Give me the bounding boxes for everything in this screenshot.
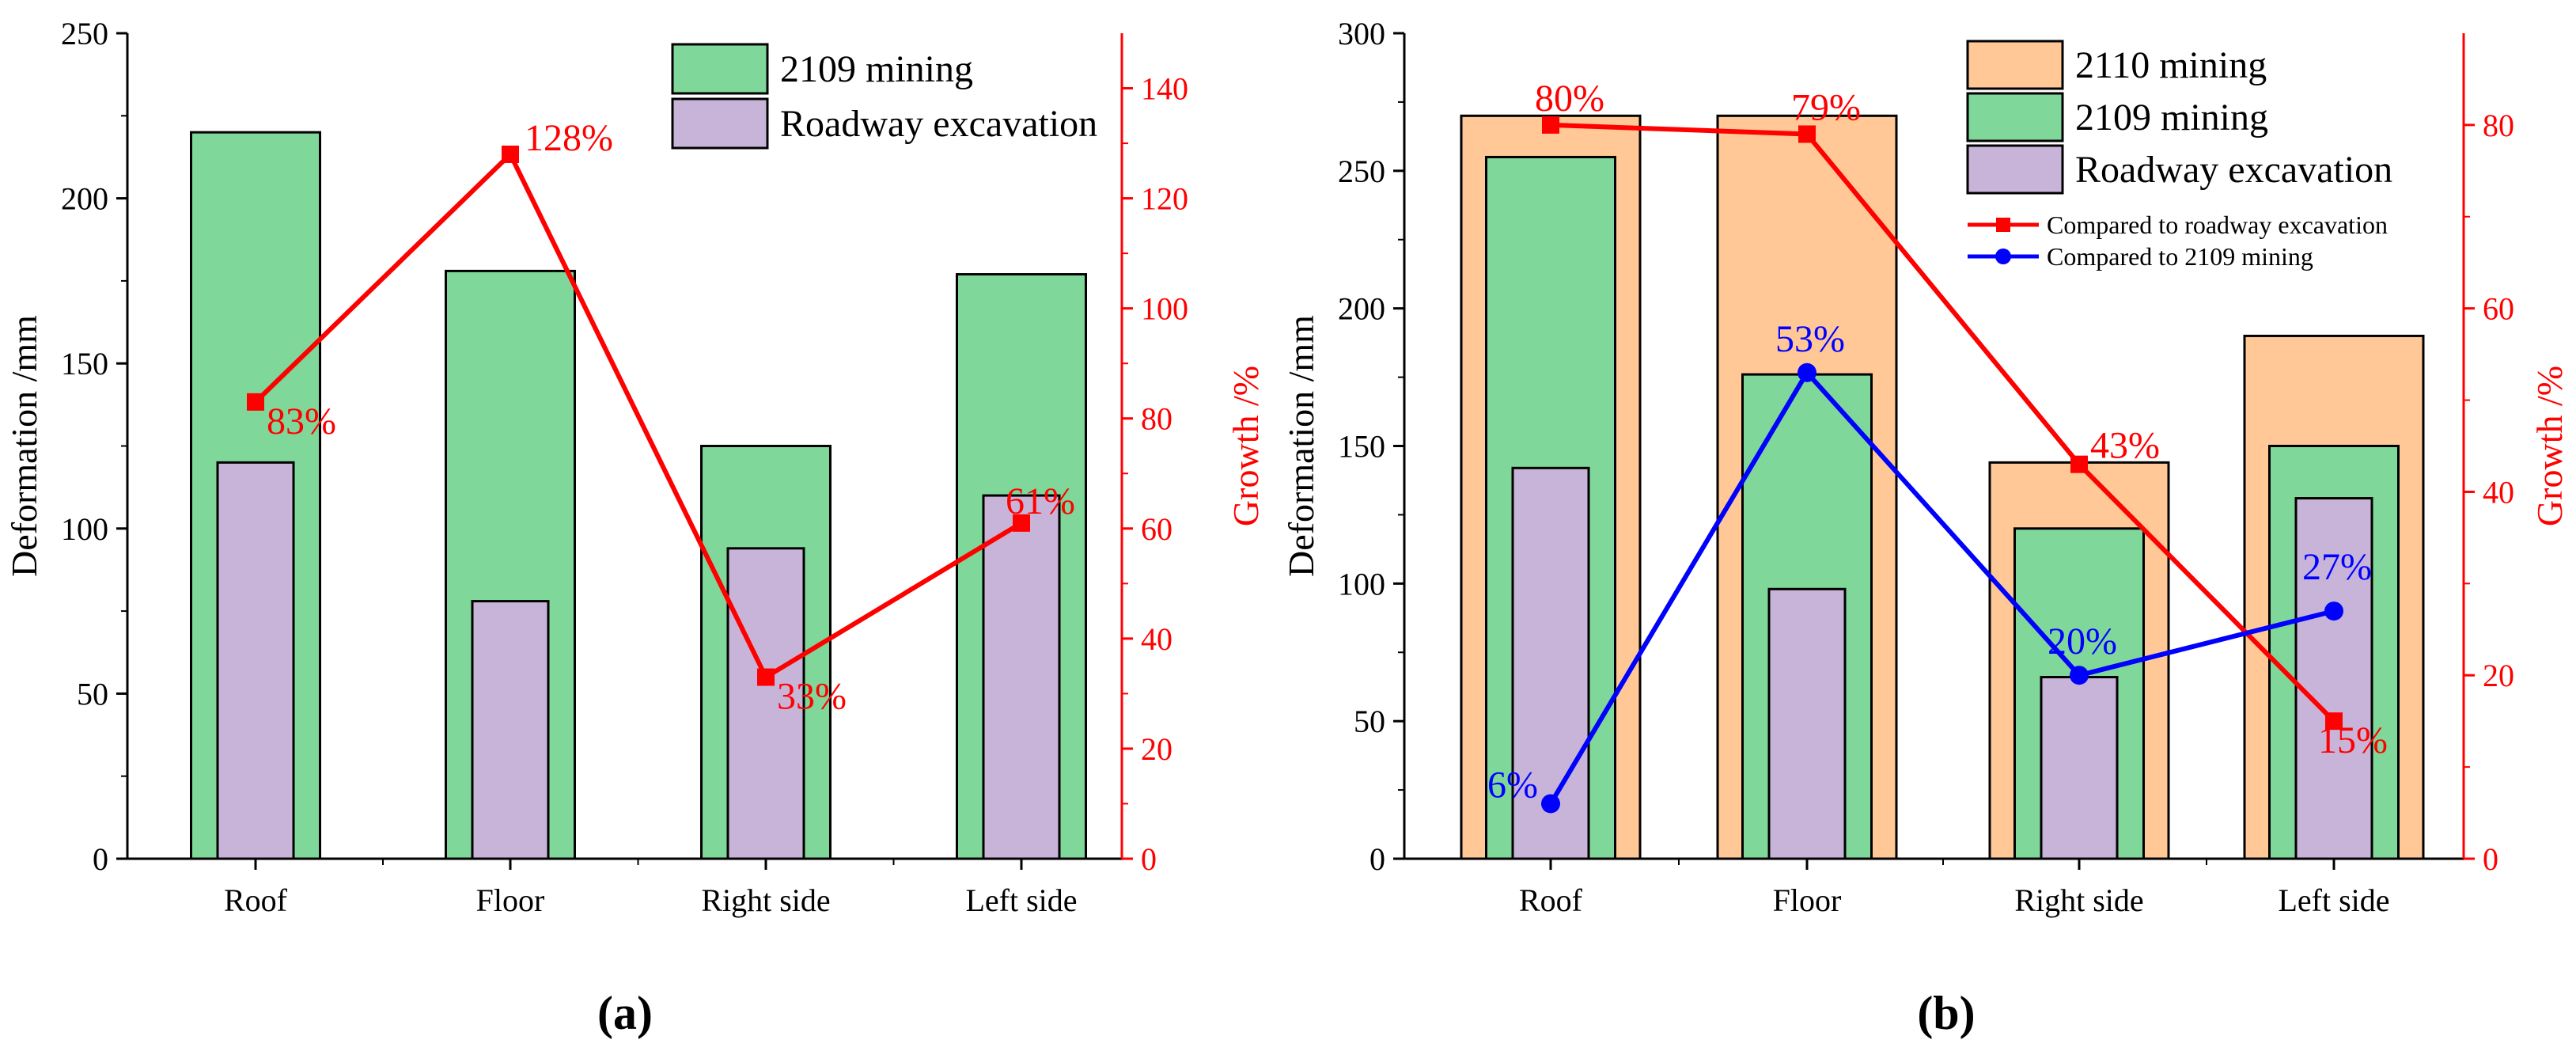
legend-label: 2110 mining xyxy=(2075,44,2267,86)
panel-label: (a) xyxy=(597,987,653,1039)
bar-roadway-excavation-floor xyxy=(1767,587,1847,860)
bar-roadway-excavation-left-side xyxy=(2294,497,2373,860)
line-series-2 xyxy=(1548,368,2335,806)
legend-line-label: Compared to 2109 mining xyxy=(2047,242,2313,271)
line-data-label: 61% xyxy=(1006,480,1075,522)
y-tick-label: 200 xyxy=(1338,291,1385,327)
legend-marker-square xyxy=(1996,218,2010,232)
y-tick-label: 50 xyxy=(1354,704,1385,739)
line-marker-square xyxy=(1013,514,1030,532)
line-marker-circle xyxy=(2070,666,2089,685)
y2-tick-label: 80 xyxy=(1141,401,1172,437)
y-tick-label: 200 xyxy=(61,181,108,217)
line-data-label: 79% xyxy=(1791,86,1861,128)
y2-tick-label: 20 xyxy=(1141,731,1172,767)
y-tick-label: 0 xyxy=(93,841,108,877)
y2-tick-label: 40 xyxy=(2483,474,2514,510)
y-tick-label: 250 xyxy=(61,16,108,51)
x-tick-label: Roof xyxy=(1519,882,1583,918)
y2-tick-label: 0 xyxy=(2483,841,2498,877)
line-marker-square xyxy=(1542,116,1559,134)
y2-tick-label: 20 xyxy=(2483,658,2514,693)
y-tick-label: 100 xyxy=(1338,566,1385,602)
y-tick-label: 150 xyxy=(1338,429,1385,465)
bar-roadway-excavation-left-side xyxy=(982,494,1061,860)
line-data-label: 53% xyxy=(1775,318,1845,360)
x-tick-label: Floor xyxy=(1773,882,1842,918)
line-marker-square xyxy=(247,393,264,411)
line-marker-square xyxy=(2070,455,2088,473)
panel-label: (b) xyxy=(1917,987,1975,1039)
line-data-label: 15% xyxy=(2318,719,2388,761)
chart-panel-2: 0 50 100 150 200 250 300 0 20 40 60 80 Roof Floor Righ… xyxy=(1281,16,2570,1039)
line-marker-square xyxy=(502,145,519,163)
legend-label: Roadway excavation xyxy=(780,103,1097,145)
chart-panel-1: 0 50 100 150 200 250 0 20 40 60 80 100 120 140 Roof Flo… xyxy=(4,16,1266,1039)
y2-tick-label: 120 xyxy=(1141,181,1188,217)
legend-swatch xyxy=(1966,144,2064,195)
line-data-label: 128% xyxy=(525,117,613,159)
legend-swatch xyxy=(1966,40,2064,90)
x-tick-label: Left side xyxy=(965,882,1077,918)
x-tick-label: Right side xyxy=(701,882,830,918)
line-marker-circle xyxy=(1798,362,1816,382)
legend-line-label: Compared to roadway excavation xyxy=(2047,211,2388,239)
y-tick-label: 100 xyxy=(61,511,108,547)
y-tick-label: 0 xyxy=(1369,841,1385,877)
bar-roadway-excavation-right-side xyxy=(2040,676,2119,860)
line-series-1 xyxy=(253,150,1023,681)
y2-axis-title: Growth /% xyxy=(2529,366,2570,526)
legend-label: 2109 mining xyxy=(2075,97,2268,139)
line-marker-circle xyxy=(1541,794,1560,814)
legend-label: Roadway excavation xyxy=(2075,149,2392,191)
bar-roadway-excavation-roof xyxy=(1511,466,1590,860)
x-tick-label: Left side xyxy=(2278,882,2389,918)
line-marker-square xyxy=(2325,712,2343,731)
line-data-label: 33% xyxy=(777,676,847,718)
line-data-label: 20% xyxy=(2048,620,2117,662)
legend-marker-circle xyxy=(1995,249,2011,264)
line-marker-circle xyxy=(2324,602,2343,621)
y-tick-label: 250 xyxy=(1338,154,1385,189)
line-data-label: 6% xyxy=(1487,764,1538,806)
legend-label: 2109 mining xyxy=(780,48,973,90)
line-data-label: 43% xyxy=(2090,425,2160,467)
legend-swatch xyxy=(671,43,769,95)
x-tick-label: Floor xyxy=(476,882,545,918)
x-tick-label: Roof xyxy=(224,882,288,918)
line-marker-square xyxy=(1798,125,1816,143)
bar-roadway-excavation-floor xyxy=(471,600,550,860)
y2-tick-label: 80 xyxy=(2483,108,2514,143)
line-data-label: 27% xyxy=(2302,546,2372,588)
line-marker-square xyxy=(757,668,775,686)
y2-tick-label: 140 xyxy=(1141,71,1188,107)
line-series-1 xyxy=(1550,122,2336,723)
y-axis-title: Deformation /mm xyxy=(1281,315,1321,577)
line-data-label: 83% xyxy=(267,400,336,442)
y2-tick-label: 100 xyxy=(1141,291,1188,327)
legend-swatch xyxy=(671,97,769,150)
legend-swatch xyxy=(1966,92,2064,142)
y2-tick-label: 60 xyxy=(2483,291,2514,327)
y-tick-label: 150 xyxy=(61,346,108,381)
bar-roadway-excavation-roof xyxy=(216,461,295,860)
y2-tick-label: 0 xyxy=(1141,841,1157,877)
y-axis-title: Deformation /mm xyxy=(4,315,44,577)
y2-tick-label: 40 xyxy=(1141,621,1172,657)
y2-tick-label: 60 xyxy=(1141,511,1172,547)
line-data-label: 80% xyxy=(1535,78,1604,120)
y-tick-label: 300 xyxy=(1338,16,1385,51)
x-tick-label: Right side xyxy=(2014,882,2143,918)
y-tick-label: 50 xyxy=(77,676,108,712)
y2-axis-title: Growth /% xyxy=(1225,366,1266,526)
